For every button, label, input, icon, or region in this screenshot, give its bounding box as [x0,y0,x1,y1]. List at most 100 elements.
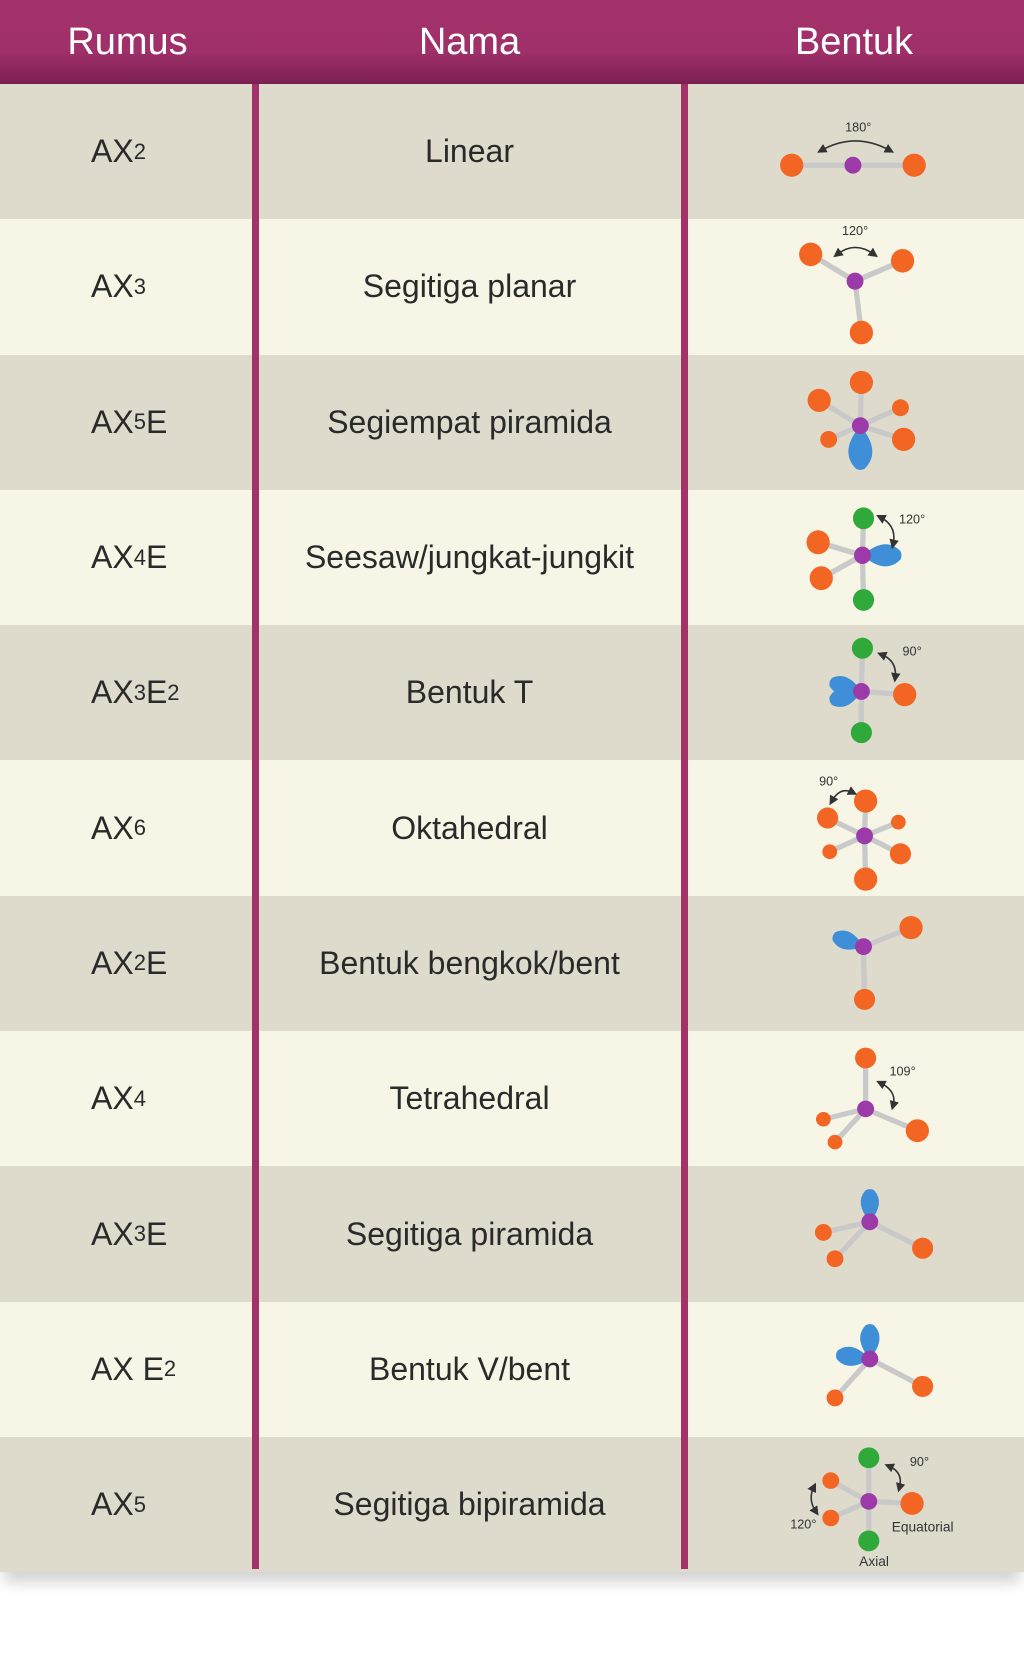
atom [850,722,872,744]
molecule-diagram: 109° [684,1031,1024,1166]
angle-label: 109° [889,1065,915,1079]
formula: AX 5 E [91,403,168,440]
atom [857,1100,875,1118]
formula-text: AX [91,674,134,711]
atom [846,273,864,291]
shape-name: Segitiga planar [362,268,577,305]
atom [822,843,838,859]
atom [860,1493,878,1510]
angle-label: 90° [902,645,921,659]
formula: AX 4 [91,1080,146,1117]
atom [912,1237,934,1259]
column-divider [252,84,259,1569]
atom [822,1472,840,1490]
atom [855,1047,877,1069]
molecule-diagram: 90° [684,760,1024,895]
molecule-diagram: 120° [684,219,1024,354]
angle-label: 90° [819,774,838,788]
formula: AX 4 E [91,539,168,576]
lone-pair [862,544,902,567]
atom [854,546,871,565]
molecule-t-shaped: 90° [829,637,922,744]
table-row: AX 6 Oktahedral 90° [0,760,1024,896]
table-row: AX 4 E Seesaw/jungkat-jungkit 120° [0,489,1024,626]
formula: AX 3 E [91,1215,168,1252]
table-header: Rumus Nama Bentuk [0,0,1024,84]
formula-text: AX [91,1080,134,1117]
table-row: AX 3 E 2 Bentuk T 90° [0,625,1024,761]
atom [814,1223,832,1241]
atom [854,789,878,813]
molecule-trigonal-pyramidal [814,1188,934,1267]
molecule-diagram: 120° [684,490,1024,625]
table-row: AX 2 Linear 180° [0,84,1024,220]
formula-text: AX [91,133,134,170]
molecule-linear: 180° [780,121,926,177]
table-row: AX 5 E Segiempat piramida [0,354,1024,490]
formula-text: AX [91,268,134,305]
atom [852,683,870,701]
molecule-diagram: 90° 120° Equatorial Axial [684,1437,1024,1572]
table-row: AX 2 E Bentuk bengkok/bent [0,895,1024,1032]
molecule-tetrahedral: 109° [815,1047,929,1150]
formula-text: AX [91,809,134,846]
header-nama: Nama [418,20,521,63]
atom [854,867,878,891]
atom [826,1389,844,1407]
formula: AX 3 E 2 [91,674,180,711]
shape-name: Bentuk bengkok/bent [319,944,620,981]
molecule-diagram: 90° [684,625,1024,760]
molecule-diagram: 180° [684,84,1024,219]
atom [799,243,823,267]
atom [899,915,923,940]
atom [892,427,916,451]
atom [807,388,831,412]
atom [902,153,926,177]
table-body: AX 2 Linear 180° AX 3 Segitiga planar 120° A… [0,84,1024,1573]
formula-text: E [145,944,168,981]
atom [858,1530,880,1552]
atom [849,370,874,394]
molecule-bent-1lp [832,915,923,1010]
angle-label: 120° [899,512,925,527]
atom [856,827,874,844]
formula-text: E [145,1215,168,1252]
angle-label: Axial [859,1554,889,1569]
molecule-diagram [684,1302,1024,1437]
shape-name: Segitiga bipiramida [333,1486,606,1523]
formula: AX 6 [91,809,146,846]
atom [852,507,875,530]
table-row: AX 4 Tetrahedral 109° [0,1031,1024,1167]
lone-pair [860,1323,880,1359]
atom [861,1350,879,1368]
molecule-bent-2lp [826,1323,934,1407]
molecule-square-pyramidal [807,370,916,470]
atom [806,530,830,555]
shape-name: Tetrahedral [389,1080,550,1117]
atom [900,1492,924,1515]
molecule-trigonal-bipyramidal: 90° 120° Equatorial Axial [790,1447,954,1569]
atom [889,842,912,864]
atom [815,1112,831,1127]
atom [905,1119,929,1143]
shape-name: Oktahedral [391,809,548,846]
formula: AX 5 [91,1486,146,1523]
shape-name: Segitiga piramida [345,1215,594,1252]
formula-text: AX [91,1486,134,1523]
formula-text: AX [91,1215,134,1252]
formula-text: AX [91,539,134,576]
formula: AX 3 [91,268,146,305]
shape-name: Bentuk V/bent [368,1350,571,1387]
atom [892,399,909,416]
vsepr-table: Rumus Nama Bentuk AX 2 Linear 180° AX 3 Seg… [0,0,1024,1573]
atom [780,153,804,177]
angle-label: Equatorial [892,1520,954,1535]
atom [849,321,874,345]
atom [861,1212,879,1230]
formula-text: E [145,539,168,576]
atom [890,814,906,830]
table-row: AX 5 Segitiga bipiramida 90° 120° Equatoria… [0,1436,1024,1573]
header-rumus: Rumus [67,20,188,63]
